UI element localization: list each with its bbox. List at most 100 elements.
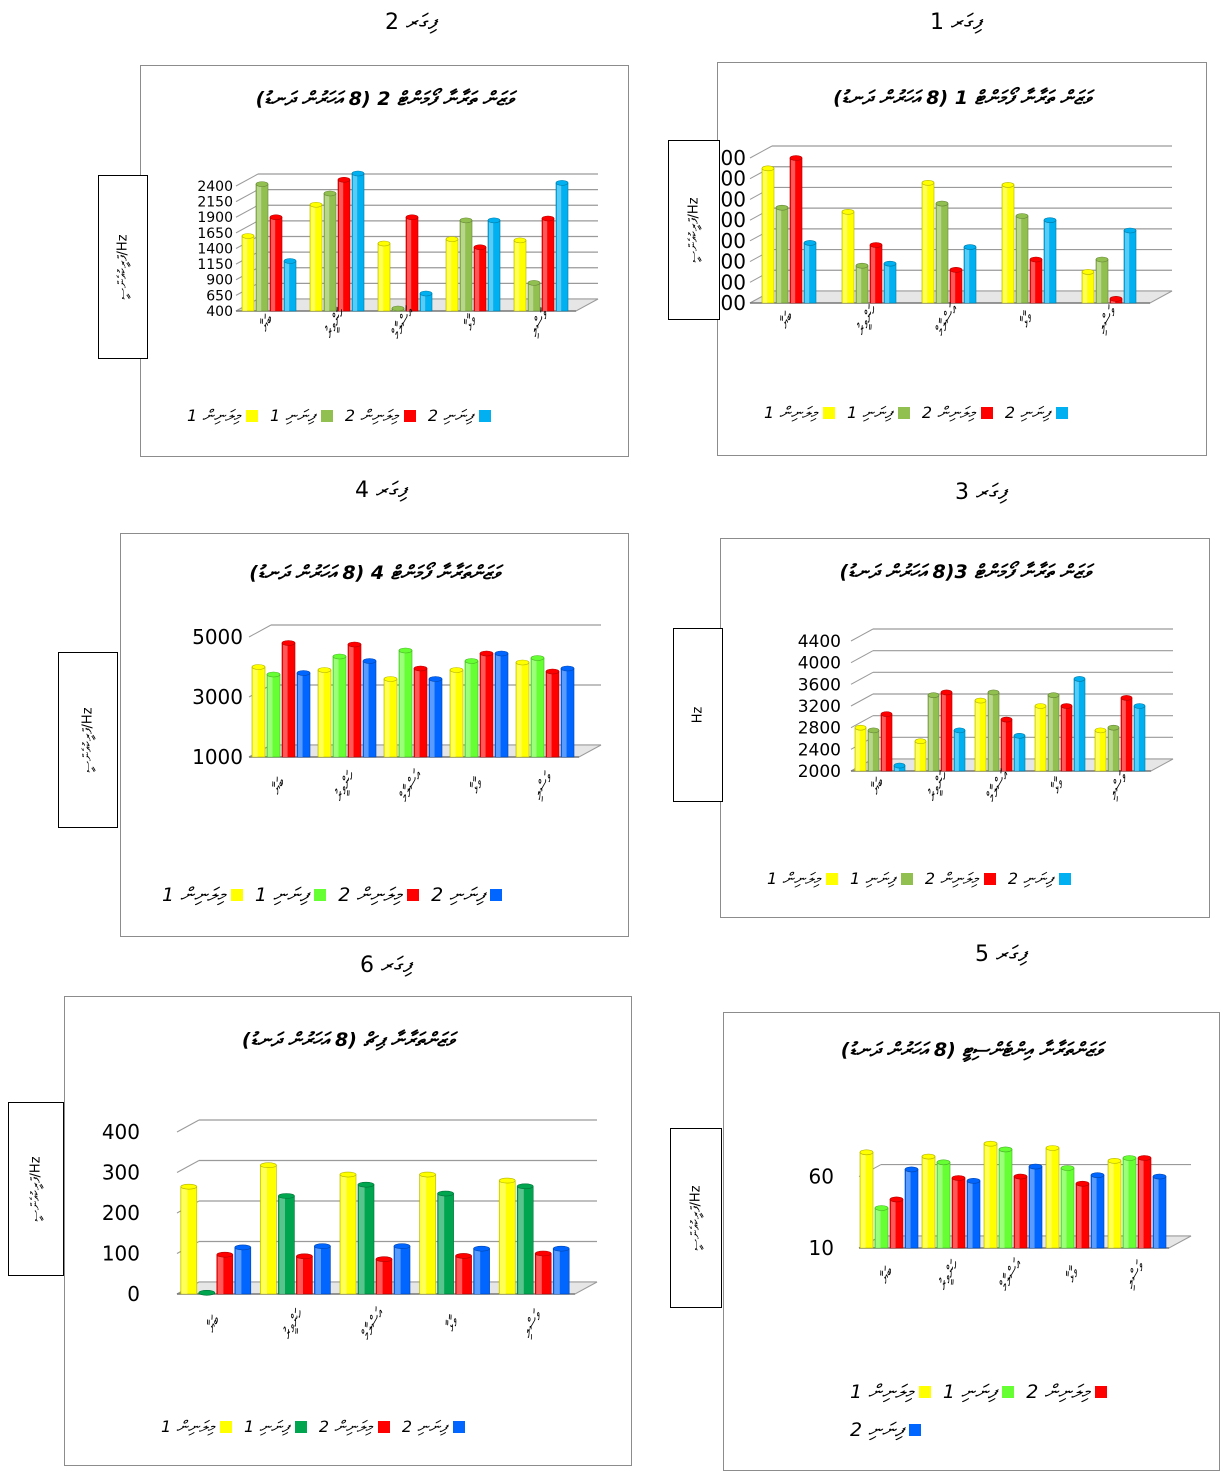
y-tick-label: 10 [809,1236,834,1260]
bar [966,1178,981,1249]
legend-swatch [320,410,333,422]
bar [552,1245,570,1295]
y-tick-label: 400 [102,1120,140,1144]
bar [893,762,906,772]
y-tick-label: 1400 [197,241,233,257]
legend-swatch [825,873,838,885]
bar [419,1171,436,1295]
bar [339,1171,357,1295]
bar [1081,269,1095,304]
bar [1122,1155,1137,1249]
bar [413,665,428,758]
bar [940,689,953,772]
chart-legend: މިލަނިން 1 ފިނަނި 1 މިލަނިން 2 ފިނަނި 2 [156,884,508,906]
x-category-label: ވަސްލި [1121,1258,1150,1293]
bar [1073,676,1086,772]
legend-item: މިލަނިން 2 [925,869,996,889]
legend-swatch [478,410,491,422]
y-axis-label: Hz/ފްރީކުއެންސީ [80,707,96,773]
legend-swatch [230,889,243,901]
y-tick-label: 400 [206,304,233,320]
y-tick-label: 650 [206,288,233,304]
bar [963,244,977,304]
x-category-label: ހަންވީރު [934,1257,965,1293]
legend-label: މިލަނިން 1 [767,869,820,888]
caption-figure-6: ފިގަރ 6 [360,953,413,978]
y-axis-label-box: Hz [673,628,723,802]
gridline-skew [850,715,874,729]
y-axis-label-box: Hz/ފްރީކުއެންސީ [98,175,148,359]
bar [357,1181,375,1295]
bar [1043,217,1057,304]
bar [1120,695,1133,772]
legend-item: ފިނަނި 1 [847,403,910,423]
bar [216,1251,234,1295]
legend-label: ފިނަނި 1 [849,869,895,888]
y-axis-label-box: Hz/ފްރީކުއެންސީ [58,652,118,828]
bar [437,1190,454,1295]
legend-swatch [897,407,910,419]
y-tick-label: 400 [718,270,746,294]
legend-label: ފިނަނި 1 [942,1381,997,1403]
chart-legend: މިލަނިން 1 ފިނަނި 1 މިލަނިން 2 ފިނަނި 2 [758,403,1074,423]
bar [494,650,509,758]
caption-figure-5: ފިގަރ 5 [975,942,1028,967]
x-category-label: އަސްލާމް [995,1255,1027,1294]
legend-swatch [822,407,835,419]
y-tick-label: 0 [127,1282,140,1306]
bar [855,262,869,304]
bar [936,1159,951,1249]
x-category-label: ބަޔާ [866,774,889,797]
y-tick-label: 2000 [798,762,841,782]
bar [1029,256,1043,304]
bar [347,641,362,758]
gridline-skew [235,173,259,187]
bar [883,260,897,304]
bar [455,1253,472,1295]
gridline-skew [176,1160,200,1173]
legend-item: ފިނަނި 2 [402,1417,465,1437]
bar [921,1153,936,1249]
bar [775,204,789,304]
x-category-label: އަސްލާމް [357,1304,389,1343]
y-tick-label: 900 [206,273,233,289]
x-category-label: ވާޅާ [460,311,483,333]
y-axis-label-box: Hz/ފްރީކުއެންސީ [668,140,720,320]
y-tick-label: 2400 [798,740,841,760]
chart-legend: މިލަނިން 1 ފިނަނި 1 މިލަނިން 2 ފިނަނި 2 [155,1417,471,1437]
legend-swatch [1055,407,1068,419]
bar [803,240,817,304]
x-category-label: ވާޅާ [1047,774,1070,796]
bar [309,201,323,312]
legend-label: ފިނަނި 1 [243,1417,289,1436]
bar [953,727,966,772]
bar [255,181,269,312]
y-tick-label: 2150 [197,195,233,211]
bar [1094,727,1107,772]
x-category-label: ބަޔާ [202,1312,225,1335]
legend-label: މިލަނިން 1 [161,1417,214,1436]
legend-label: ފިނަނި 2 [431,884,485,906]
legend-swatch [377,1421,390,1433]
legend-label: މިލަނިން 2 [318,1417,372,1436]
y-tick-label: 60 [809,1165,834,1189]
legend-label: މިލަނިން 2 [924,869,978,888]
y-tick-label: 200 [102,1201,140,1225]
y-tick-label: 3600 [798,675,841,695]
bar [541,215,555,312]
chart-legend: މިލަނިން 1 ފިނަނި 1 މިލަނިން 2 ފިނަނި 2 [181,406,497,426]
bar [391,305,405,312]
chart-panel-2: ވަޒަން ތަރާނާ ފޯމަންޓް 2 (8 އަހަރުން ދަނ… [140,65,629,457]
bar [854,724,867,772]
legend-label: މިލަނިން 2 [1026,1381,1090,1403]
chart-title: ވަޒަންތަރާނާ ޕިޗް (8 އަހަރުން ދަނޑު) [241,1029,455,1051]
bar [337,176,351,312]
legend-item: މިލަނިން 1 [162,884,243,906]
y-tick-label: 3200 [798,697,841,717]
bar [1107,1158,1122,1249]
bar [398,647,413,758]
y-tick-label: 1000 [192,745,243,769]
bar [281,640,296,758]
bar [974,697,987,772]
